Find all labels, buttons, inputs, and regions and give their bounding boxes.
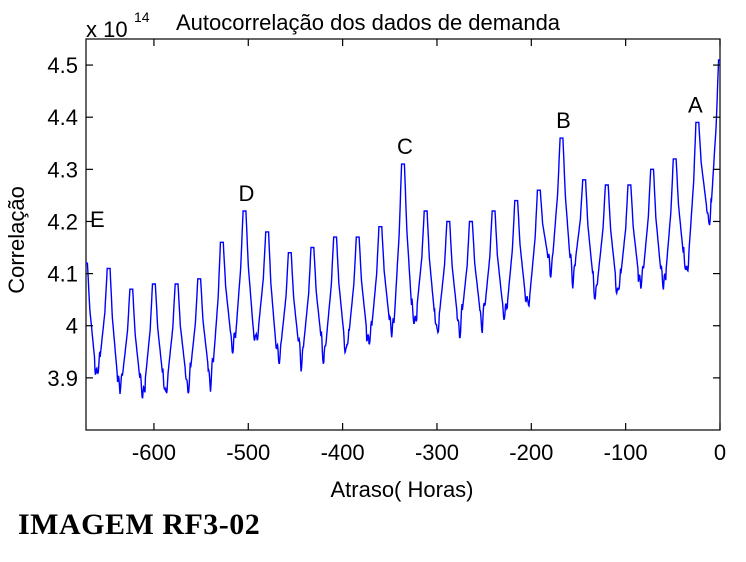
plot-area: A B C D E xyxy=(85,38,721,431)
scale-factor-base: x 10 xyxy=(86,17,128,42)
y-tick-label: 4.1 xyxy=(47,262,78,287)
y-axis-label: Correlação xyxy=(4,186,29,294)
y-tick-label: 4.3 xyxy=(47,157,78,182)
x-tick-label: -200 xyxy=(509,440,553,465)
x-tick-label: -300 xyxy=(415,440,459,465)
x-tick-label: -500 xyxy=(226,440,270,465)
y-tick-label: 4.2 xyxy=(47,209,78,234)
annotation-label: B xyxy=(556,108,571,133)
x-tick-label: -400 xyxy=(321,440,365,465)
annotation-label: C xyxy=(397,134,413,159)
y-tick-label: 4 xyxy=(66,314,78,339)
scale-factor-exponent: 14 xyxy=(134,9,150,25)
x-axis-label: Atraso( Horas) xyxy=(330,477,473,502)
y-tick-label: 4.4 xyxy=(47,105,78,130)
image-caption: IMAGEM RF3-02 xyxy=(18,508,261,541)
x-tick-label: -100 xyxy=(604,440,648,465)
autocorrelation-chart: A B C D E -600 -500 -400 -300 -200 -100 0 3.9 4 4.1 4.… xyxy=(4,9,726,502)
series-line xyxy=(86,59,720,399)
axis-ticks: -600 -500 -400 -300 -200 -100 0 3.9 4 4.1 4.2 4.3 4.… xyxy=(47,39,726,465)
y-tick-label: 4.5 xyxy=(47,53,78,78)
y-tick-label: 3.9 xyxy=(47,366,78,391)
annotation-label: A xyxy=(688,92,703,117)
x-tick-label: -600 xyxy=(132,440,176,465)
chart-title: Autocorrelação dos dados de demanda xyxy=(176,10,561,35)
plot-frame xyxy=(85,38,721,431)
annotation-label: D xyxy=(239,181,255,206)
x-tick-label: 0 xyxy=(714,440,726,465)
annotation-label: E xyxy=(90,207,105,232)
